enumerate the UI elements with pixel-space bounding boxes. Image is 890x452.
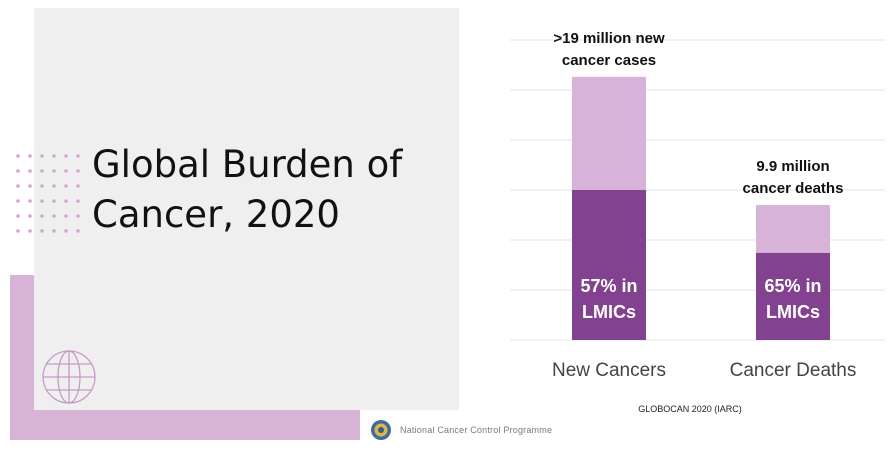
accent-bar-bottom (10, 410, 360, 440)
programme-logo-icon (371, 420, 391, 440)
bar-segment-light-2 (756, 205, 830, 253)
dot-grid-icon (16, 154, 80, 233)
inside-label-2-line-2: LMICs (766, 302, 820, 322)
inside-label-1-line-1: 57% in (580, 276, 637, 296)
accent-bar-vertical (10, 275, 34, 433)
bar-segment-dark-2 (756, 252, 830, 340)
bar-segment-light-1 (572, 76, 646, 190)
category-label-2: Cancer Deaths (730, 360, 857, 381)
category-label-1: New Cancers (552, 360, 666, 381)
footer: National Cancer Control Programme (370, 418, 552, 442)
inside-label-1-line-2: LMICs (582, 302, 636, 322)
source-note: GLOBOCAN 2020 (IARC) (638, 404, 742, 414)
top-annotation-1-line-2: cancer cases (562, 52, 656, 69)
title-line-1: Global Burden of (92, 143, 403, 186)
footer-text: National Cancer Control Programme (400, 425, 553, 435)
globe-icon (42, 350, 96, 404)
bar-segment-dark-1 (572, 190, 646, 340)
top-annotation-2-line-2: cancer deaths (743, 180, 844, 197)
top-annotation-1-line-1: >19 million new (553, 30, 665, 47)
title-line-2: Cancer, 2020 (92, 193, 340, 236)
top-annotation-2-line-1: 9.9 million (756, 158, 829, 175)
bar-chart: >19 million new cancer cases 57% in LMICs Ne… (510, 30, 885, 414)
title-panel (34, 8, 459, 410)
slide-title: Global Burden of Cancer, 2020 (92, 140, 402, 240)
inside-label-2-line-1: 65% in (764, 276, 821, 296)
